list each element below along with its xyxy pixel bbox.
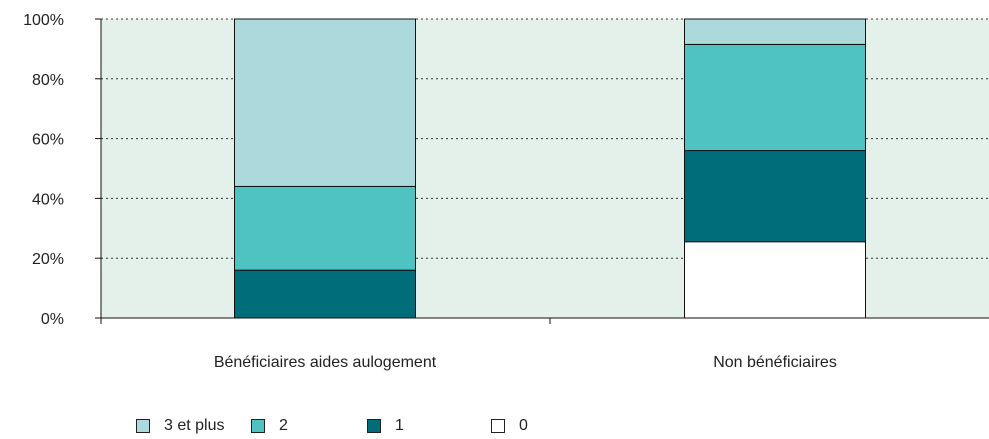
bars <box>234 18 866 319</box>
axes <box>95 18 989 324</box>
bar-non-b-n-ficiaires-1 <box>684 150 866 243</box>
bar-b-n-ficiaires-aides-aulogement-2 <box>234 185 416 271</box>
y-tick-label-60: 60% <box>32 132 64 149</box>
legend-swatch-3-et-plus <box>136 419 150 433</box>
bar-non-b-n-ficiaires-0 <box>684 241 866 319</box>
y-tick-label-100: 100% <box>23 12 64 29</box>
y-tick-label-20: 20% <box>32 251 64 268</box>
bar-b-n-ficiaires-aides-aulogement-1 <box>234 269 416 319</box>
legend-item-3-et-plus: 3 et plus <box>136 417 251 435</box>
legend-label-2: 2 <box>279 417 288 434</box>
y-tick-label-0: 0% <box>41 311 64 328</box>
legend: 3 et plus 2 1 0 <box>136 417 528 435</box>
legend-label-3-et-plus: 3 et plus <box>164 417 225 434</box>
legend-label-1: 1 <box>395 417 404 434</box>
legend-item-1: 1 <box>367 417 491 435</box>
bar-non-b-n-ficiaires-3-et-plus <box>684 18 866 45</box>
y-tick-labels: 0% 20% 40% 60% 80% 100% <box>23 12 64 328</box>
category-label-b-n-ficiaires-aides-aulogement: Bénéficiaires aides aulogement <box>214 354 437 371</box>
bar-b-n-ficiaires-aides-aulogement-3-et-plus <box>234 18 416 187</box>
legend-item-2: 2 <box>251 417 367 435</box>
y-tick-label-40: 40% <box>32 191 64 208</box>
legend-swatch-0 <box>491 419 505 433</box>
y-tick-label-80: 80% <box>32 72 64 89</box>
legend-swatch-1 <box>367 419 381 433</box>
category-labels: Bénéficiaires aides aulogement Non bénéfi… <box>214 354 837 371</box>
legend-label-0: 0 <box>519 417 528 434</box>
category-label-non-b-n-ficiaires: Non bénéficiaires <box>713 354 837 371</box>
legend-swatch-2 <box>251 419 265 433</box>
bar-non-b-n-ficiaires-2 <box>684 43 866 152</box>
legend-item-0: 0 <box>491 417 528 435</box>
